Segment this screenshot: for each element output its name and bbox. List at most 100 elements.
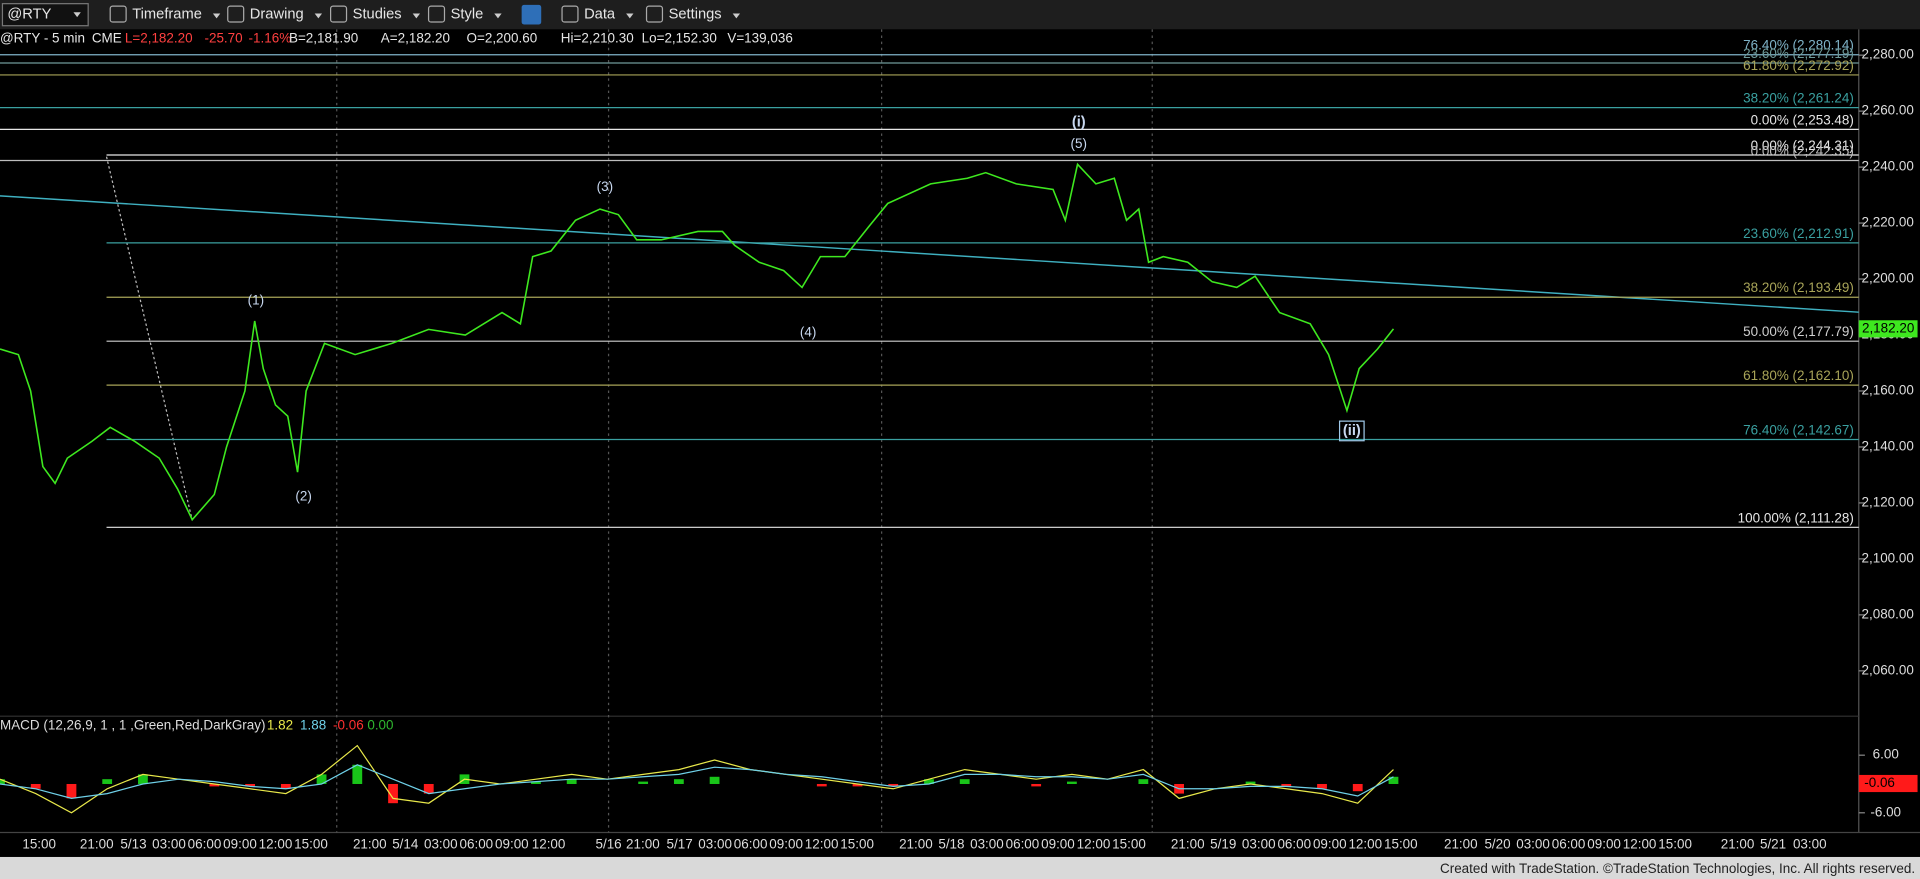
x-tick-label: 15:00 — [294, 836, 328, 851]
info-bid: B=2,181.90 — [289, 31, 358, 46]
x-tick-label: 12:00 — [1348, 836, 1382, 851]
wave-label: (4) — [800, 325, 816, 340]
macd-histogram-bar — [1138, 779, 1149, 784]
session-separators — [336, 29, 1153, 833]
x-tick-label: 03:00 — [152, 836, 186, 851]
info-change: -25.70 — [204, 31, 242, 46]
x-tick-label: 03:00 — [698, 836, 732, 851]
x-tick-label: 09:00 — [223, 836, 257, 851]
x-tick-label: 09:00 — [495, 836, 529, 851]
menu-icon — [227, 5, 245, 23]
menu-icon — [427, 5, 446, 23]
last-price-label: 2,182.20 — [1862, 320, 1914, 335]
fib-level-label: 50.00% (2,177.79) — [1743, 324, 1854, 339]
y-tick-label: 2,260.00 — [1861, 103, 1913, 118]
y-tick-label: 2,240.00 — [1861, 159, 1913, 174]
layout-icon[interactable] — [521, 4, 542, 25]
x-tick-label: 21:00 — [80, 836, 114, 851]
symbol-input[interactable]: @RTY — [7, 7, 51, 23]
info-percent: -1.16% — [249, 31, 292, 46]
dropdown-arrow — [73, 12, 81, 18]
y-tick-label: 2,080.00 — [1861, 606, 1913, 621]
y-tick-label: 2,100.00 — [1861, 550, 1913, 565]
macd-reading: 0.00 — [367, 718, 393, 733]
x-tick-label: 5/17 — [666, 836, 692, 851]
x-tick-label: 03:00 — [1242, 836, 1276, 851]
fib-level-label: 76.40% (2,142.67) — [1743, 422, 1854, 437]
fib-level-label: 61.80% (2,272.92) — [1743, 58, 1854, 73]
macd-histogram-bar — [1352, 783, 1363, 792]
x-tick-label: 12:00 — [1077, 836, 1111, 851]
macd-histogram-bar — [352, 764, 363, 784]
y-tick-label: 2,140.00 — [1861, 439, 1913, 454]
x-tick-label: 5/14 — [392, 836, 419, 851]
wave-label: (i) — [1072, 114, 1086, 130]
x-tick-label: 03:00 — [1516, 836, 1550, 851]
macd-reading: -0.06 — [333, 718, 364, 733]
macd-histogram-bar — [66, 783, 77, 799]
macd-current-box — [1858, 774, 1918, 793]
x-tick-label: 09:00 — [1587, 836, 1621, 851]
macd-histogram-bar — [209, 783, 220, 787]
macd-histogram-bar — [852, 783, 863, 787]
macd-histogram-bar — [138, 774, 148, 784]
macd-histogram-bar — [1031, 783, 1042, 787]
fib-level-label: 76.40% (2,280.14) — [1743, 38, 1854, 53]
fib-level-label: 100.00% (2,111.28) — [1738, 510, 1854, 525]
x-tick-label: 21:00 — [899, 836, 933, 851]
x-tick-label: 03:00 — [424, 836, 458, 851]
menu-button[interactable]: Timeframe — [132, 7, 202, 23]
y-tick-label: 2,280.00 — [1861, 47, 1913, 62]
info-low: Lo=2,152.30 — [642, 31, 717, 46]
macd-histogram-bar — [888, 783, 899, 787]
x-tick-label: 03:00 — [1793, 836, 1827, 851]
menu-icon — [561, 5, 579, 23]
x-tick-label: 5/20 — [1484, 836, 1510, 851]
y-tick-label: 2,120.00 — [1861, 494, 1913, 509]
macd-histogram-bar — [1245, 781, 1256, 784]
fib-level-label: 23.60% (2,212.91) — [1743, 226, 1854, 241]
x-tick-label: 21:00 — [1721, 836, 1755, 851]
x-tick-label: 15:00 — [1112, 836, 1146, 851]
info-high: Hi=2,210.30 — [561, 31, 634, 46]
menu-button[interactable]: Style — [451, 7, 484, 23]
price-line — [0, 162, 1395, 522]
dropdown-arrow — [732, 13, 741, 19]
macd-histogram-bar — [423, 783, 434, 794]
x-tick-label: 03:00 — [970, 836, 1004, 851]
x-tick-label: 15:00 — [1658, 836, 1692, 851]
menu-button[interactable]: Drawing — [250, 7, 304, 23]
wave-label: (5) — [1071, 136, 1087, 151]
menu-button[interactable]: Studies — [353, 7, 402, 23]
x-tick-label: 21:00 — [1171, 836, 1205, 851]
x-tick-label: 15:00 — [1384, 836, 1418, 851]
fib-level-label: 0.00% (2,242.35) — [1751, 143, 1854, 158]
symbol-box[interactable] — [1, 3, 89, 27]
fib-anchor-line — [105, 156, 193, 521]
macd-histogram-bar — [245, 783, 256, 787]
y-tick-label: 2,200.00 — [1861, 271, 1913, 286]
macd-histogram-bar — [924, 779, 934, 784]
y-tick-label: -6.00 — [1870, 804, 1901, 819]
macd-histogram-bar — [316, 774, 327, 784]
macd-histogram-bar — [102, 779, 113, 784]
y-tick-label: 2,060.00 — [1861, 662, 1913, 677]
x-tick-label: 21:00 — [1444, 836, 1478, 851]
x-tick-label: 5/16 — [595, 836, 621, 851]
dropdown-arrow — [494, 13, 502, 19]
x-tick-label: 21:00 — [626, 836, 660, 851]
x-tick-label: 06:00 — [1006, 836, 1040, 851]
info-symbol: @RTY - 5 min — [0, 31, 85, 46]
x-tick-label: 5/18 — [938, 836, 964, 851]
macd-histogram-bar — [1281, 783, 1292, 787]
macd-histogram-bar — [1317, 783, 1327, 789]
dropdown-arrow — [212, 13, 221, 19]
x-tick-label: 06:00 — [1552, 836, 1586, 851]
y-tick-label: 2,220.00 — [1861, 215, 1913, 230]
macd-histogram-bar — [280, 783, 291, 789]
fib-level-label: 0.00% (2,253.48) — [1751, 112, 1854, 127]
menu-button[interactable]: Data — [584, 7, 616, 23]
wave-label: (3) — [597, 179, 613, 194]
menu-button[interactable]: Settings — [669, 7, 722, 23]
